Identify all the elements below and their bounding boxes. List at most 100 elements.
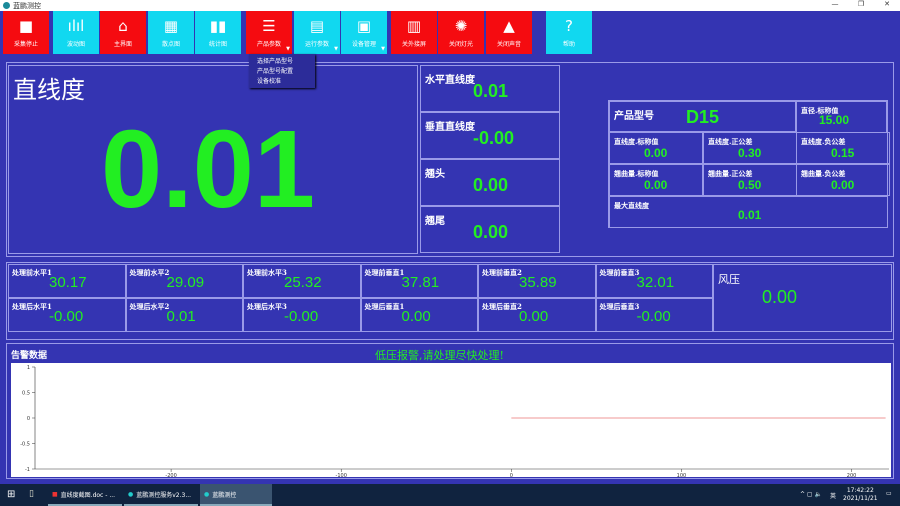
main-title: 直线度 [13, 76, 85, 104]
side-cell: 翘头 0.00 [420, 159, 560, 206]
x-tick-label: -200 [165, 473, 176, 477]
toolbar-button-4[interactable]: ▮▮ 统计图 [195, 11, 241, 54]
x-tick-label: 0 [510, 473, 513, 477]
waveform-icon: ılıl [67, 17, 85, 35]
taskbar-item-doc[interactable]: ■ 直线度截图.doc - ... [48, 484, 122, 506]
toolbar-button-0[interactable]: ■ 采集停止 [3, 11, 49, 54]
y-tick-label: -0.5 [20, 442, 30, 448]
side-cell: 翘尾 0.00 [420, 206, 560, 253]
side-value: 0.00 [473, 222, 509, 242]
model-value: D15 [686, 107, 720, 127]
y-tick-label: -1 [25, 467, 30, 473]
toolbar-button-7[interactable]: ▣ 设备管理 ▼ [341, 11, 387, 54]
minimize-button[interactable]: — [831, 0, 839, 8]
x-tick-label: -100 [336, 473, 347, 477]
taskbar-item-app[interactable]: ● 蓝鹏测控 [200, 484, 272, 506]
toolbar-button-11[interactable]: ? 帮助 [546, 11, 592, 54]
side-label: 翘尾 [425, 216, 445, 227]
ime-indicator[interactable]: 英 [830, 493, 837, 500]
scatter-grid-icon: ▦ [163, 17, 179, 35]
taskbar-item-service[interactable]: ● 蓝鹏测控服务v2.3... [124, 484, 198, 506]
toolbar-label: 帮助 [562, 41, 575, 48]
process-after-cell: 处理后水平1 -0.00 [8, 298, 126, 332]
toolbar-label: 运行参数 [304, 41, 329, 48]
process-label: 处理前水平2 [129, 268, 170, 277]
menu-item-select-model[interactable]: 选择产品型号 [257, 58, 294, 65]
wind-pressure-cell: 风压 0.00 [713, 264, 892, 332]
param-label: 翘曲量.标称值 [614, 169, 659, 178]
toolbar-button-8[interactable]: ▥ 关外接屏 [391, 11, 437, 54]
process-label: 处理后水平1 [12, 302, 52, 311]
app-logo-icon [3, 2, 10, 9]
process-label: 处理前水平1 [12, 268, 52, 277]
param-value: 0.50 [738, 178, 762, 192]
product-params-dropdown: 选择产品型号 产品型号配置 设备校准 [249, 54, 315, 88]
taskbar: ⊞ ▯ ■ 直线度截图.doc - ... ● 蓝鹏测控服务v2.3... ● 蓝鹏测… [0, 484, 900, 506]
toolbar-label: 散点图 [161, 41, 180, 48]
stop-icon: ■ [18, 17, 34, 35]
file-icon[interactable]: ▯ [29, 489, 34, 499]
screen-icon: ▥ [406, 17, 422, 35]
toolbar-button-9[interactable]: ✺ 关闭灯光 [438, 11, 484, 54]
process-after-cell: 处理后垂直1 0.00 [360, 298, 478, 332]
process-label: 处理后水平2 [129, 302, 170, 311]
toolbar-button-5[interactable]: ☰ 产品参数 ▼ [246, 11, 292, 54]
toolbar-label: 波动图 [66, 41, 85, 48]
toolbar-label: 统计图 [208, 41, 227, 48]
menu-item-model-config[interactable]: 产品型号配置 [257, 68, 294, 75]
dropdown-arrow-icon: ▼ [381, 46, 385, 52]
y-tick-label: 0 [27, 416, 30, 422]
process-label: 处理后水平3 [247, 302, 287, 311]
toolbar-button-2[interactable]: ⌂ 主界面 [100, 11, 146, 54]
process-panel: 处理前水平1 30.17 处理前水平2 29.09 处理前水平3 25.32 处理前垂直1 3… [6, 262, 894, 340]
lightbulb-icon: ✺ [454, 17, 468, 35]
x-tick-label: 200 [847, 473, 857, 477]
dropdown-arrow-icon: ▼ [334, 46, 338, 52]
toolbar-button-1[interactable]: ılıl 波动图 [53, 11, 99, 54]
process-value: 35.89 [519, 274, 557, 291]
product-param-cell: 翘曲量.负公差 0.00 [796, 164, 890, 196]
param-value: 0.00 [644, 146, 668, 160]
windows-start-icon[interactable]: ⊞ [7, 489, 16, 500]
process-label: 处理前垂直2 [482, 268, 522, 277]
top-panel [6, 62, 894, 257]
process-before-cell: 处理前水平2 29.09 [125, 264, 243, 298]
title-bar: 蓝鹏测控 — ❐ ✕ [0, 0, 900, 11]
param-label: 直线度.负公差 [801, 137, 846, 146]
process-value: -0.00 [49, 308, 84, 325]
alarm-icon: ▲ [503, 17, 515, 35]
process-value: 37.81 [401, 274, 440, 291]
menu-item-calibration[interactable]: 设备校准 [257, 78, 282, 85]
close-button[interactable]: ✕ [884, 0, 890, 8]
process-before-cell: 处理前垂直1 37.81 [360, 264, 478, 298]
toolbar-button-3[interactable]: ▦ 散点图 [148, 11, 194, 54]
maximize-button[interactable]: ❐ [857, 0, 865, 8]
word-icon: ■ [52, 490, 58, 498]
alarm-title: 告警数据 [11, 351, 48, 361]
notification-icon[interactable]: ▭ [886, 490, 892, 497]
side-cell: 垂直直线度 -0.00 [420, 112, 560, 159]
model-cell: 产品型号 D15 [609, 101, 796, 132]
toolbar-label: 关闭声音 [496, 41, 521, 48]
process-before-cell: 处理前垂直2 35.89 [478, 264, 596, 298]
param-value: 0.00 [831, 178, 855, 192]
max-value: 0.01 [738, 208, 762, 222]
window-title: 蓝鹏测控 [13, 1, 41, 10]
alarm-chart: 1 0.5 0 -0.5 -1 -200 -100 0 100 200 [11, 363, 891, 477]
toolbar-button-10[interactable]: ▲ 关闭声音 [486, 11, 532, 54]
process-label: 处理前水平3 [247, 268, 287, 277]
process-value: 0.00 [401, 308, 431, 325]
process-value: 29.09 [166, 274, 205, 291]
process-after-cell: 处理后水平2 0.01 [125, 298, 243, 332]
toolbar-button-6[interactable]: ▤ 运行参数 ▼ [294, 11, 340, 54]
product-param-cell: 直线度.标称值 0.00 [609, 132, 703, 164]
clock[interactable]: 17:42:22 2021/11/21 [843, 487, 878, 502]
model-label: 产品型号 [614, 111, 654, 122]
process-value: -0.00 [284, 308, 319, 325]
param-label: 翘曲量.正公差 [708, 169, 753, 178]
x-tick-label: 100 [677, 473, 687, 477]
product-param-cell: 直线度.正公差 0.30 [703, 132, 797, 164]
tray-icons[interactable]: ^ ▢ 🔈 [800, 491, 822, 498]
y-tick-label: 0.5 [22, 391, 30, 397]
process-value: 0.00 [519, 308, 549, 325]
